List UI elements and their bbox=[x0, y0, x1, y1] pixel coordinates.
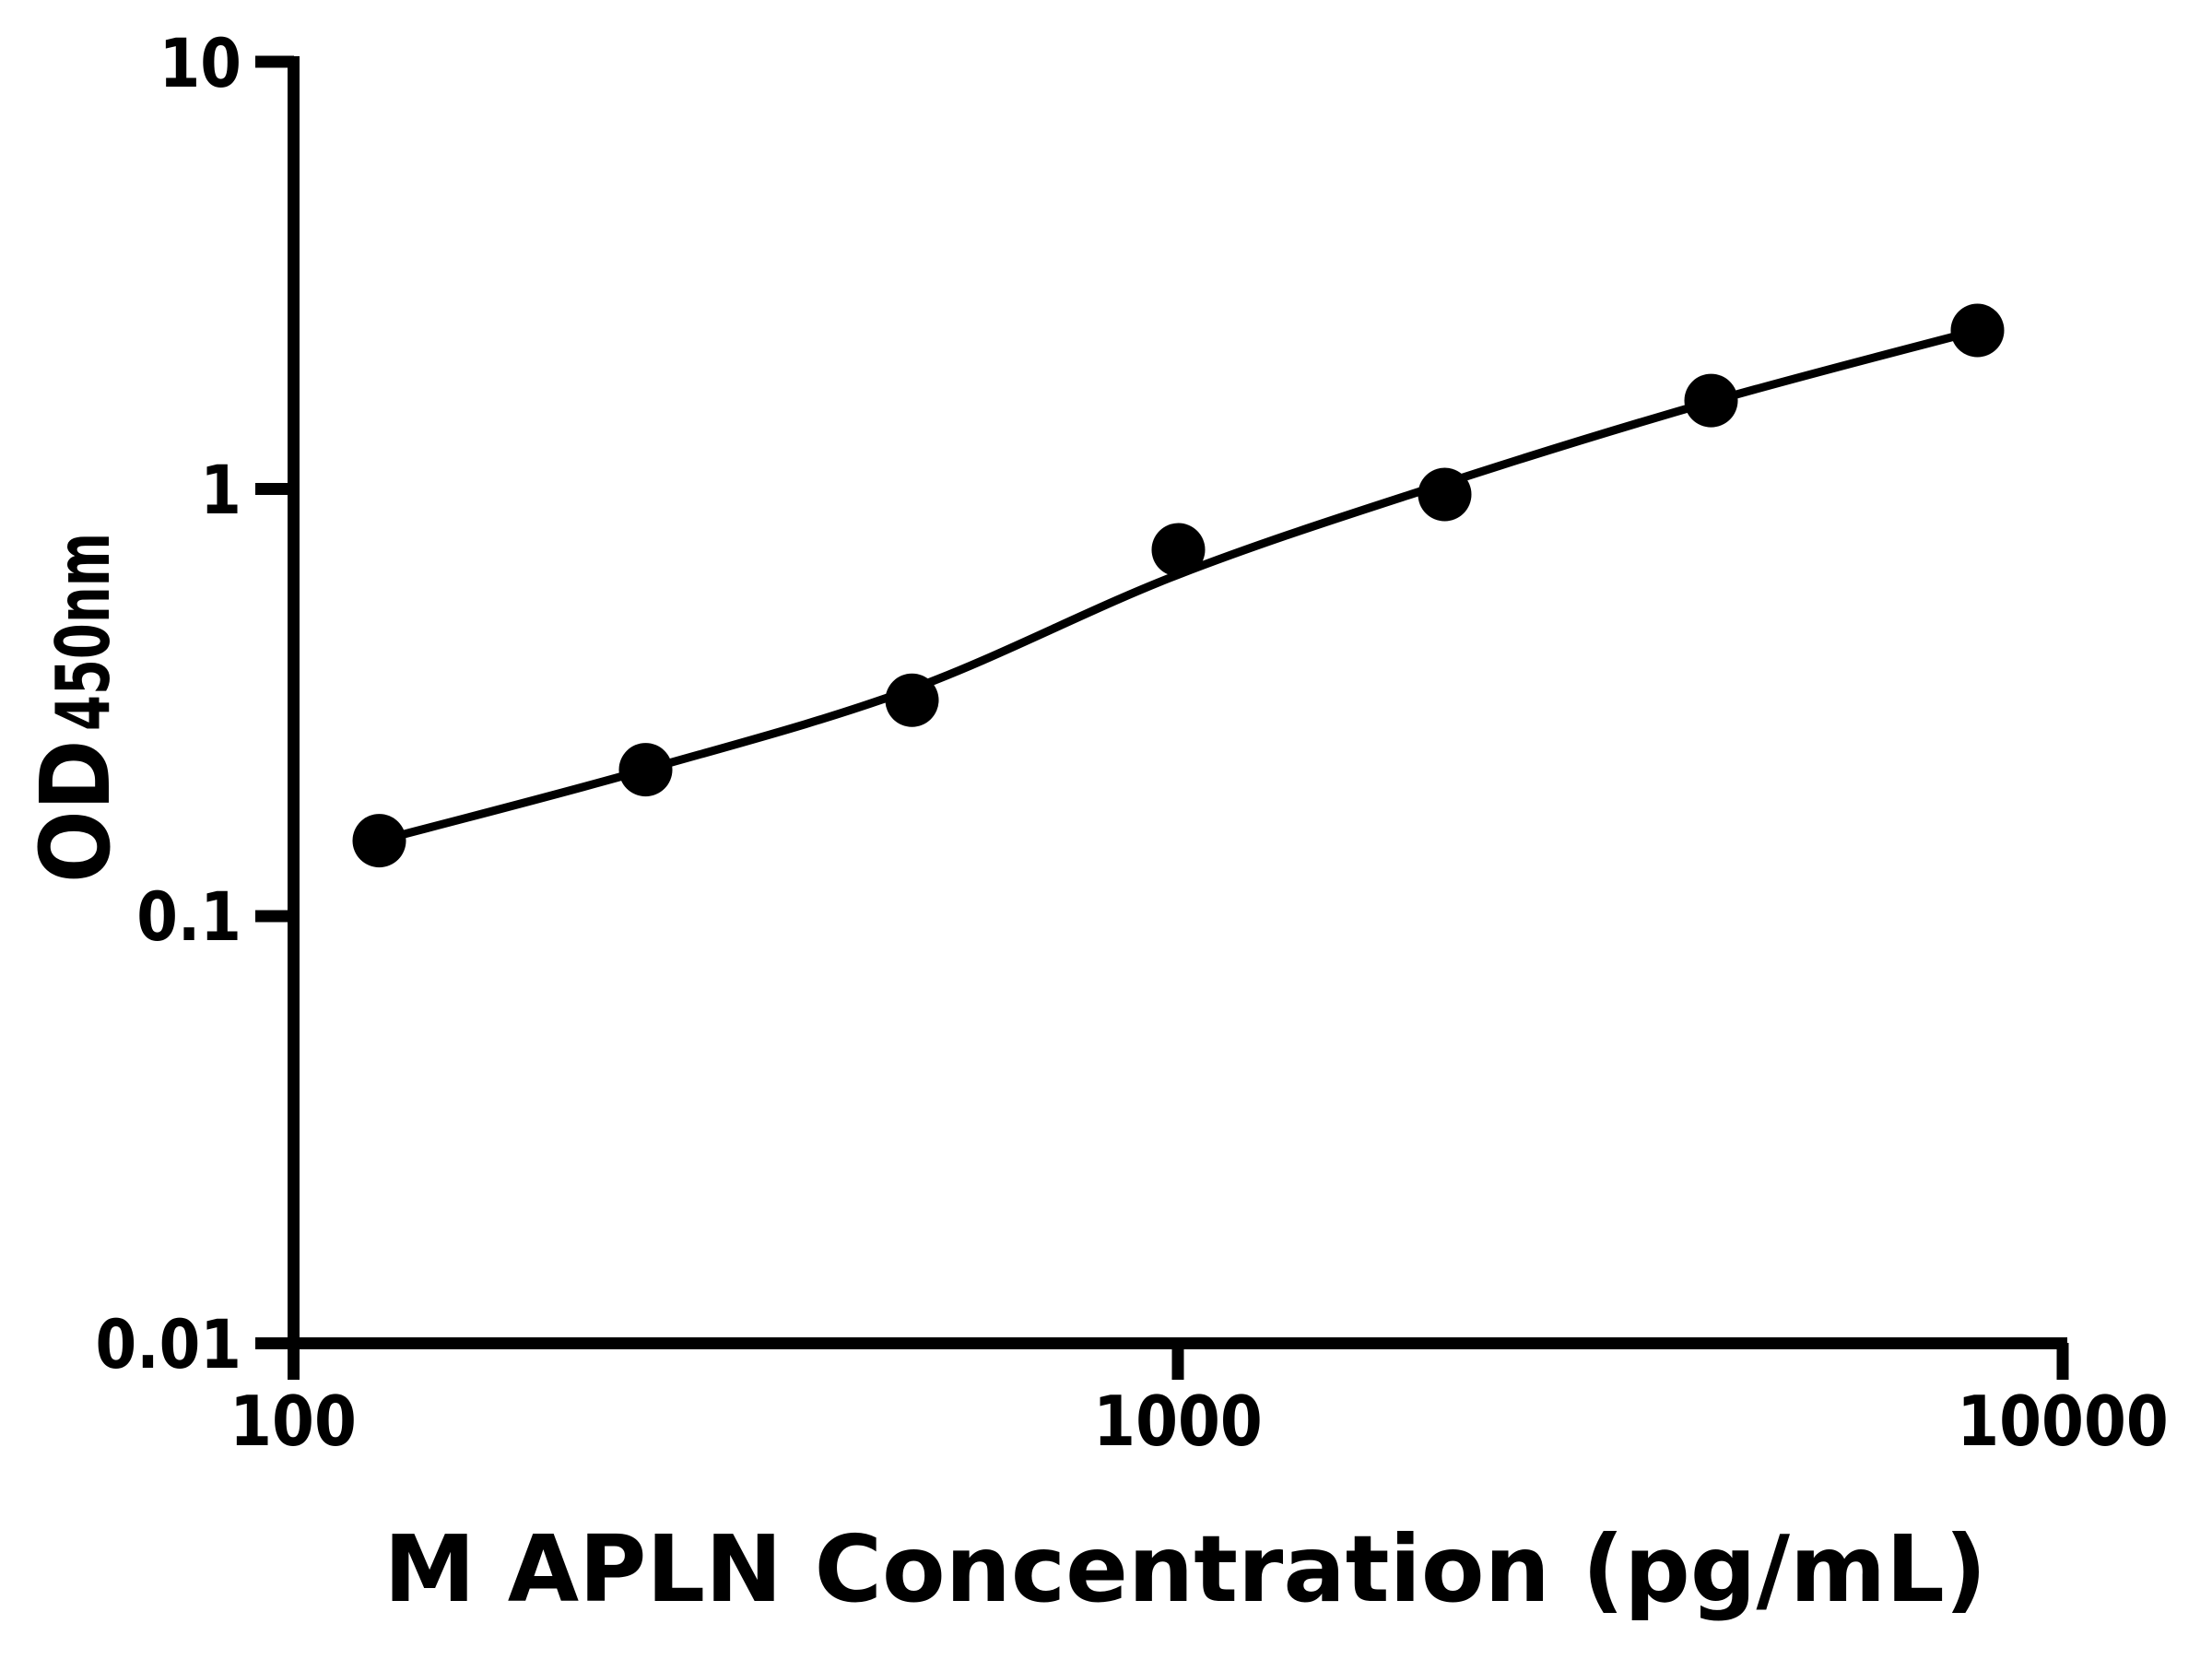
data-point bbox=[1950, 303, 2005, 358]
x-tick-label-100: 100 bbox=[229, 1381, 357, 1462]
data-point bbox=[1151, 523, 1206, 577]
x-axis-title: M APLN Concentration (pg/mL) bbox=[383, 1515, 1986, 1623]
y-tick-label-0.1: 0.1 bbox=[136, 878, 241, 957]
y-tick-label-0.01: 0.01 bbox=[96, 1306, 241, 1384]
data-point bbox=[1418, 467, 1472, 522]
data-point bbox=[618, 743, 673, 797]
y-tick-label-10: 10 bbox=[159, 25, 241, 103]
y-tick-label-1: 1 bbox=[200, 452, 241, 530]
data-points bbox=[352, 303, 2005, 868]
axis-titles: M APLN Concentration (pg/mL) OD 450nm bbox=[21, 533, 1987, 1623]
axes bbox=[255, 55, 2069, 1380]
tick-labels: 10 1 0.1 0.01 100 1000 10000 bbox=[96, 25, 2169, 1462]
y-axis-title-main: OD bbox=[21, 739, 132, 883]
y-axis-title-sub: 450nm bbox=[41, 533, 127, 731]
data-point bbox=[1684, 373, 1738, 428]
fit-curve bbox=[378, 326, 1979, 845]
x-tick-label-1000: 1000 bbox=[1093, 1381, 1263, 1462]
data-point bbox=[885, 673, 939, 727]
data-point bbox=[352, 814, 406, 868]
x-tick-label-10000: 10000 bbox=[1957, 1381, 2169, 1462]
